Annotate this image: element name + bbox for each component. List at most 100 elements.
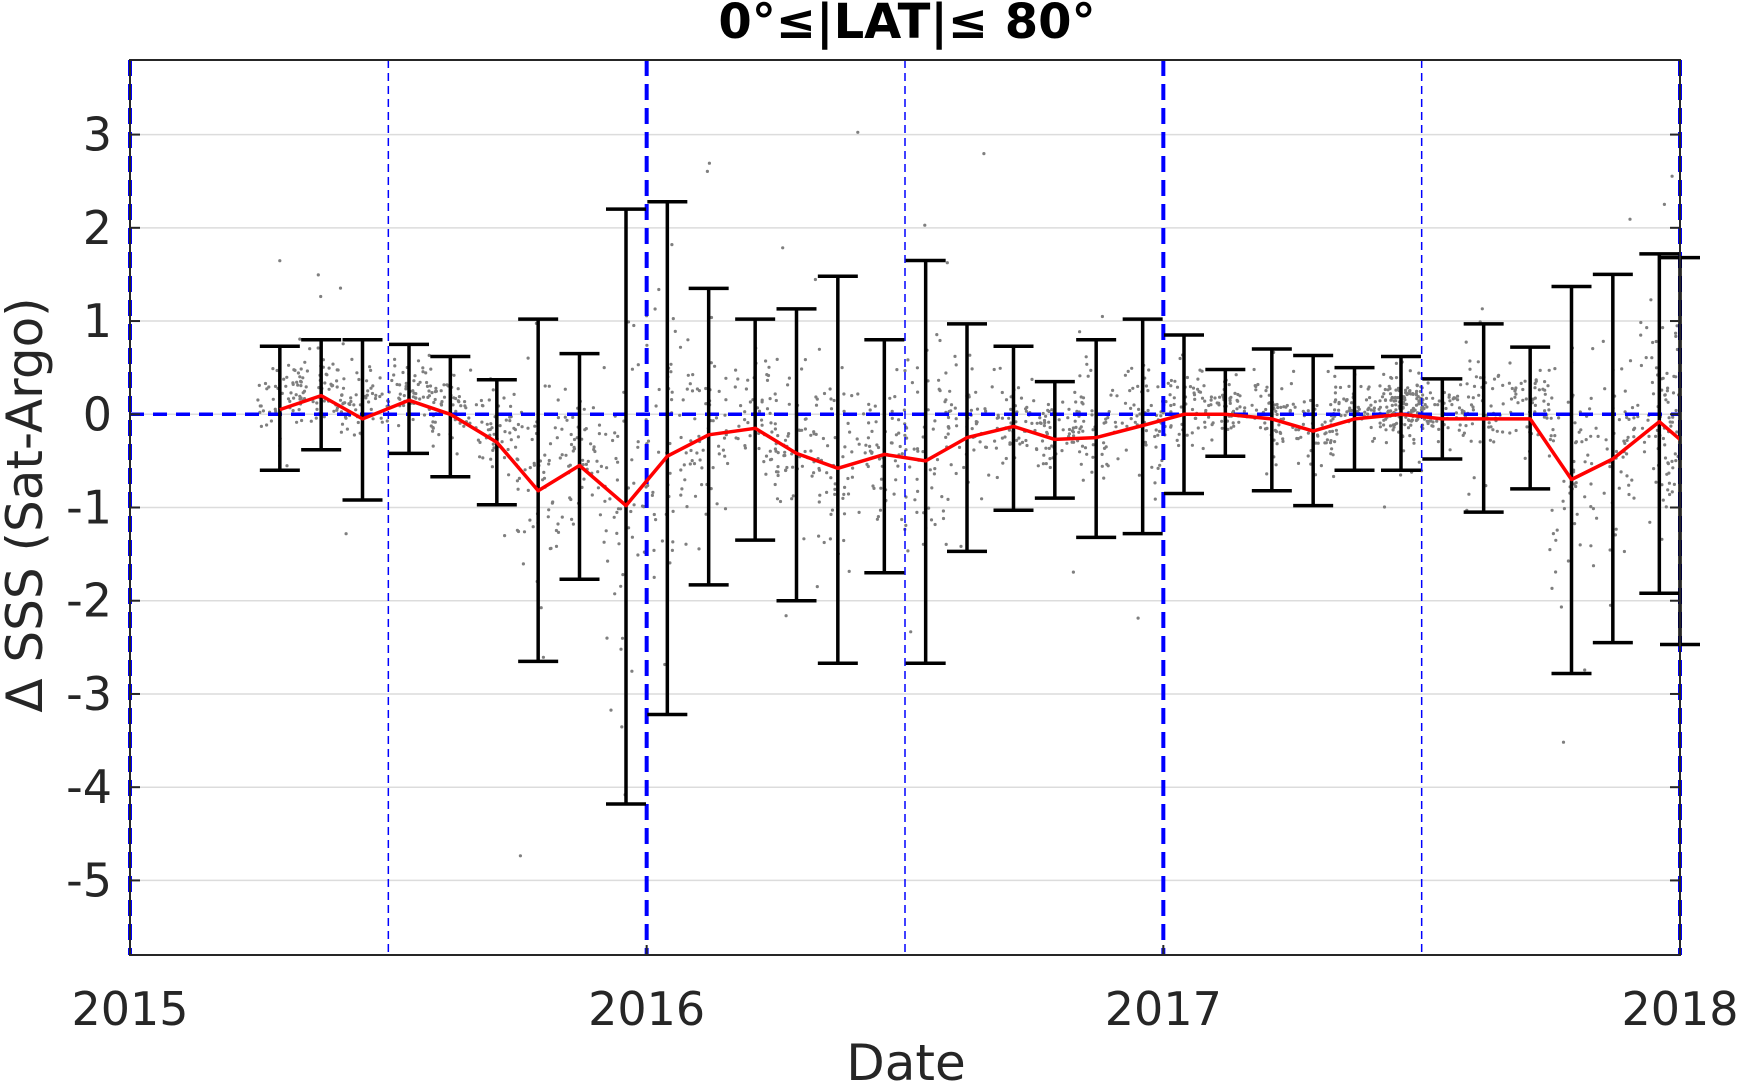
y-tick-label: -3 (66, 667, 112, 721)
scatter-point (371, 417, 375, 421)
scatter-point (889, 441, 894, 445)
scatter-point (842, 512, 847, 516)
scatter-point (1169, 378, 1173, 383)
scatter-point (1614, 449, 1619, 454)
scatter-point (757, 409, 762, 413)
scatter-point (1042, 418, 1047, 423)
scatter-point (492, 432, 496, 436)
scatter-point (1015, 438, 1019, 442)
scatter-point (1596, 434, 1600, 438)
scatter-point (506, 447, 510, 452)
scatter-point (1447, 395, 1451, 399)
scatter-point (411, 417, 415, 422)
scatter-point (1583, 495, 1587, 499)
scatter-point (1394, 376, 1399, 380)
scatter-point (932, 472, 937, 476)
scatter-point (1153, 497, 1157, 501)
scatter-point (340, 393, 344, 397)
scatter-point (1670, 490, 1674, 494)
scatter-point (592, 447, 596, 452)
scatter-point (743, 446, 748, 450)
scatter-point (521, 562, 526, 566)
scatter-point (507, 473, 511, 477)
scatter-point (1537, 388, 1541, 392)
scatter-point (1329, 403, 1333, 407)
scatter-point (1561, 740, 1566, 744)
scatter-point (1644, 356, 1648, 360)
scatter-point (431, 444, 435, 448)
scatter-point (1547, 408, 1551, 412)
scatter-point (868, 408, 872, 412)
scatter-point (842, 409, 846, 413)
scatter-point (287, 363, 291, 367)
scatter-point (404, 381, 408, 385)
scatter-point (1334, 398, 1338, 402)
scatter-point (581, 463, 585, 467)
scatter-point (1106, 416, 1110, 420)
scatter-point (432, 400, 436, 405)
scatter-point (809, 433, 813, 437)
scatter-point (689, 448, 693, 453)
scatter-point (1664, 398, 1668, 402)
scatter-point (469, 368, 473, 372)
scatter-point (273, 384, 278, 388)
scatter-point (947, 426, 951, 430)
scatter-point (994, 446, 999, 450)
scatter-point (1404, 388, 1408, 392)
scatter-point (697, 434, 701, 438)
scatter-point (491, 388, 495, 392)
scatter-point (842, 538, 846, 543)
scatter-point (630, 669, 634, 673)
scatter-point (1228, 401, 1232, 405)
scatter-point (1405, 402, 1409, 406)
scatter-point (1369, 425, 1373, 430)
scatter-point (1302, 400, 1306, 404)
scatter-point (1294, 428, 1298, 432)
scatter-point (560, 453, 564, 457)
scatter-point (433, 397, 437, 402)
scatter-point (1437, 427, 1441, 431)
scatter-point (1574, 441, 1578, 445)
scatter-point (474, 403, 478, 407)
scatter-point (933, 522, 937, 527)
scatter-point (1521, 387, 1525, 392)
scatter-point (1627, 483, 1631, 487)
scatter-point (385, 419, 389, 423)
scatter-point (1627, 417, 1631, 421)
scatter-point (1546, 402, 1550, 406)
scatter-point (526, 488, 530, 492)
scatter-point (1410, 418, 1414, 422)
scatter-point (1424, 396, 1429, 400)
scatter-point (876, 515, 881, 519)
scatter-point (586, 459, 590, 463)
scatter-point (1228, 398, 1232, 403)
scatter-point (736, 437, 740, 441)
scatter-point (1454, 411, 1458, 415)
scatter-point (1344, 399, 1348, 403)
scatter-point (868, 444, 872, 448)
scatter-point (697, 547, 701, 551)
scatter-point (1623, 441, 1627, 445)
scatter-point (1651, 340, 1655, 345)
scatter-point (935, 333, 939, 337)
scatter-point (1664, 505, 1668, 509)
scatter-point (1333, 374, 1337, 378)
scatter-point (271, 367, 275, 371)
scatter-point (269, 419, 273, 423)
scatter-point (1083, 446, 1088, 450)
scatter-point (913, 498, 917, 502)
scatter-point (1190, 407, 1195, 412)
scatter-point (815, 397, 819, 401)
scatter-point (490, 465, 494, 469)
scatter-point (1084, 355, 1088, 359)
scatter-point (1169, 424, 1173, 428)
scatter-point (848, 430, 852, 434)
scatter-point (875, 517, 880, 521)
scatter-point (1044, 462, 1048, 466)
scatter-point (621, 573, 625, 577)
scatter-point (769, 421, 773, 425)
scatter-point (865, 462, 869, 466)
scatter-point (479, 398, 483, 403)
scatter-point (1630, 478, 1634, 482)
scatter-point (1024, 407, 1028, 411)
